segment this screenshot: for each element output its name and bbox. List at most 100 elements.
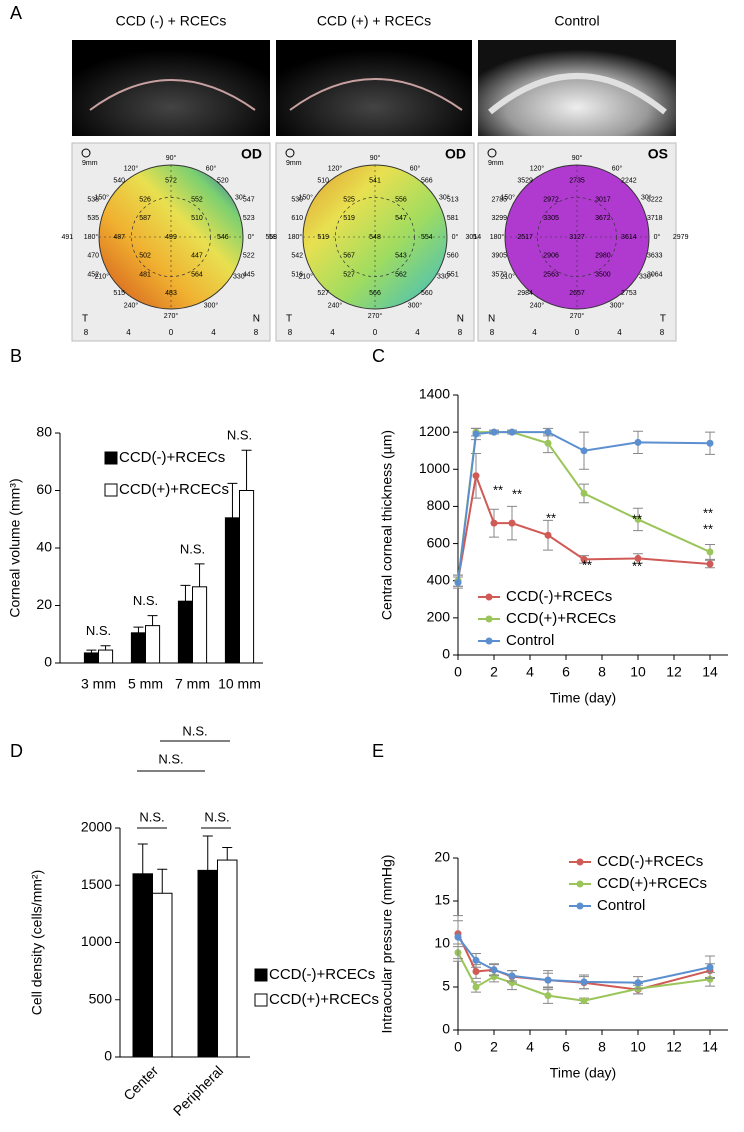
legend-marker <box>576 880 584 888</box>
ruler-label: 8 <box>458 328 463 337</box>
annotation: N.S. <box>86 623 111 638</box>
thickness-value: 445 <box>243 271 255 278</box>
annotation: N.S. <box>139 809 164 824</box>
side-label: T <box>660 314 666 325</box>
thickness-value: 3905 <box>491 253 507 260</box>
point <box>580 978 588 986</box>
thickness-value: 502 <box>139 253 151 260</box>
legend-label: CCD(+)+RCECs <box>119 481 229 498</box>
thickness-value: 548 <box>369 234 381 241</box>
x-tick-label: Center <box>120 1062 161 1103</box>
bar <box>197 869 218 1058</box>
thickness-value: 491 <box>61 234 73 241</box>
error-bar <box>137 843 148 874</box>
point <box>634 438 642 446</box>
annotation: N.S. <box>182 723 207 738</box>
series-line <box>457 472 711 581</box>
legend-marker <box>485 593 493 601</box>
thickness-value: 560 <box>421 290 433 297</box>
angle-label: 300° <box>204 301 219 309</box>
y-tick-label: 600 <box>427 534 451 550</box>
angle-label: 150° <box>94 193 109 201</box>
x-tick-label: 2 <box>490 1039 498 1055</box>
point <box>580 555 588 563</box>
thickness-value: 3718 <box>647 215 663 222</box>
y-tick-label: 0 <box>44 654 52 670</box>
thickness-value: 567 <box>343 253 355 260</box>
ruler-label: 4 <box>617 328 622 337</box>
x-tick-label: 4 <box>526 664 534 680</box>
thickness-value: 530 <box>291 196 303 203</box>
thickness-value: 3672 <box>595 215 611 222</box>
x-tick-label: 0 <box>454 1039 462 1055</box>
x-tick-label: 0 <box>454 664 462 680</box>
angle-label: 120° <box>530 164 545 172</box>
y-tick-label: 800 <box>427 497 451 513</box>
x-tick-label: 8 <box>598 1039 606 1055</box>
angle-label: 150° <box>298 193 313 201</box>
x-tick-label: 3 mm <box>81 676 116 692</box>
legend-marker <box>576 858 584 866</box>
thickness-value: 2753 <box>621 290 637 297</box>
legend-label: CCD(-)+RCECs <box>506 588 612 605</box>
point <box>472 430 480 438</box>
angle-label: 30° <box>235 193 246 201</box>
error-bar <box>147 615 158 626</box>
error-bar <box>227 482 238 518</box>
error-bar <box>202 835 213 871</box>
x-tick-label: 5 mm <box>128 676 163 692</box>
error-bar <box>100 645 111 651</box>
ruler-label: 8 <box>660 328 665 337</box>
ruler-label: 8 <box>84 328 89 337</box>
ruler-label: 0 <box>169 328 174 337</box>
thickness-value: 547 <box>395 215 407 222</box>
angle-label: 270° <box>570 312 585 320</box>
thickness-value: 546 <box>217 234 229 241</box>
magnifier-icon <box>81 148 91 158</box>
error-bar <box>180 584 191 602</box>
thickness-value: 3500 <box>595 271 611 278</box>
y-tick-label: 200 <box>427 609 451 625</box>
x-tick-label: 4 <box>526 1039 534 1055</box>
thickness-value: 519 <box>343 215 355 222</box>
thickness-value: 551 <box>447 271 459 278</box>
point <box>490 966 498 974</box>
legend-label: CCD(+)+RCECs <box>506 610 616 627</box>
y-tick-label: 60 <box>36 481 52 497</box>
thickness-value: 564 <box>191 271 203 278</box>
angle-label: 270° <box>164 312 179 320</box>
side-label: T <box>286 314 292 325</box>
angle-label: 330° <box>233 272 248 280</box>
thickness-value: 535 <box>87 215 99 222</box>
bar <box>152 892 173 1058</box>
y-tick-label: 10 <box>434 935 450 951</box>
angle-label: 120° <box>124 164 139 172</box>
thickness-value: 3127 <box>569 234 585 241</box>
point <box>706 963 714 971</box>
point <box>490 519 498 527</box>
point <box>634 979 642 987</box>
bar <box>132 873 153 1058</box>
side-label: N <box>488 314 495 325</box>
ruler-label: 4 <box>211 328 216 337</box>
thickness-value: 2785 <box>491 196 507 203</box>
thickness-value: 522 <box>243 253 255 260</box>
magnifier-icon <box>487 148 497 158</box>
thickness-value: 547 <box>243 196 255 203</box>
y-tick-label: 15 <box>434 892 450 908</box>
photo <box>72 40 270 136</box>
angle-label: 30° <box>439 193 450 201</box>
side-label: T <box>82 314 88 325</box>
angle-label: 180° <box>84 233 99 241</box>
cornea-outline <box>89 79 256 111</box>
thickness-value: 2972 <box>543 196 559 203</box>
side-label: N <box>253 314 260 325</box>
point <box>490 428 498 436</box>
angle-label: 0° <box>248 233 255 241</box>
thickness-value: 499 <box>165 234 177 241</box>
point <box>454 933 462 941</box>
legend-label: Control <box>597 897 645 914</box>
legend-label: Control <box>506 632 554 649</box>
thickness-value: 2906 <box>543 253 559 260</box>
